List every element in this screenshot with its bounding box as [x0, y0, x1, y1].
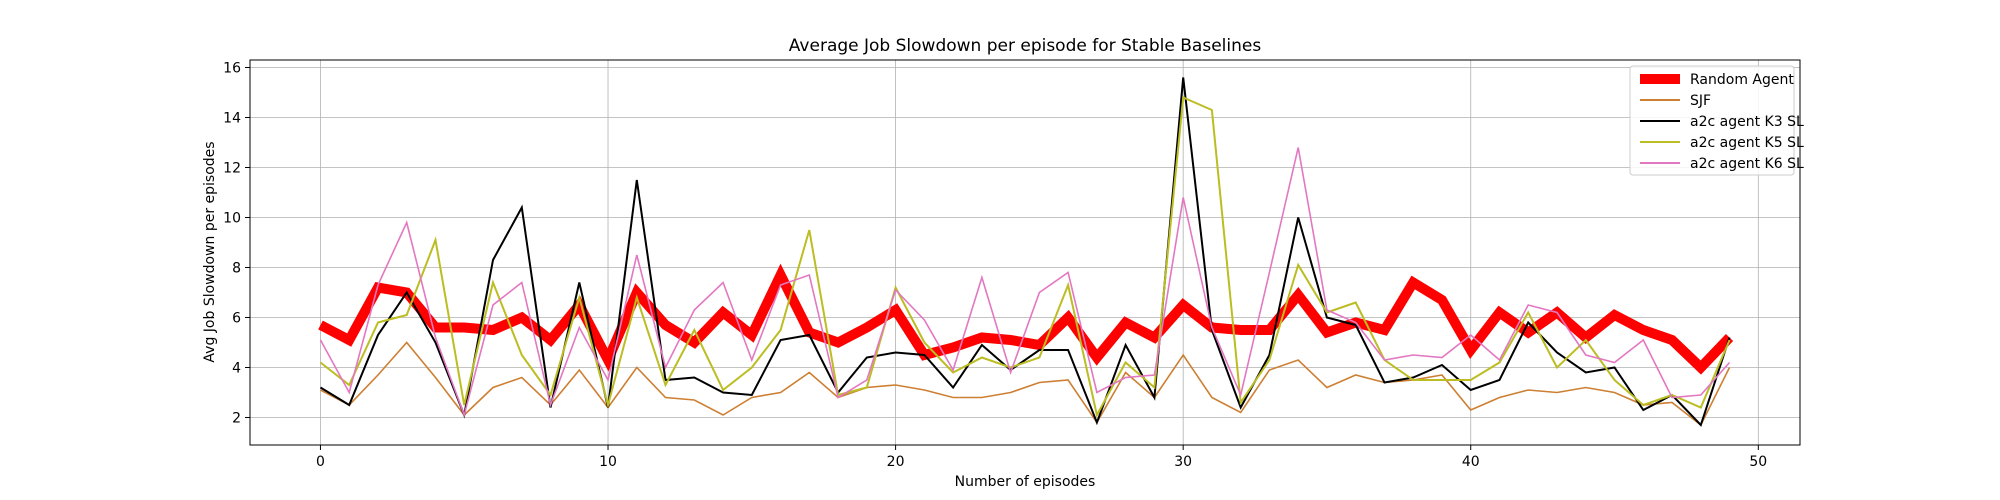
x-tick-label: 30 [1174, 454, 1192, 470]
x-axis-label: Number of episodes [955, 474, 1096, 490]
x-tick-label: 10 [599, 454, 617, 470]
plot-frame [249, 59, 1801, 446]
y-tick-label: 6 [232, 311, 241, 327]
y-tick-label: 10 [223, 211, 241, 227]
x-axis-ticks: 0 10 20 30 40 50 [316, 445, 1767, 470]
legend-box [1629, 65, 1795, 176]
legend: Random Agent SJF a2c agent K3 SL a2c agent … [1629, 65, 1804, 176]
y-tick-label: 14 [223, 111, 241, 127]
series-line-random-agent [318, 263, 1734, 375]
legend-label-sjf: SJF [1690, 93, 1711, 109]
y-axis-ticks: 2 4 6 8 10 12 14 16 [223, 61, 250, 427]
y-tick-label: 4 [232, 361, 241, 377]
series-line-a2c-agent-k3-sl [319, 77, 1731, 427]
y-tick-label: 16 [223, 61, 241, 77]
legend-label-random-agent: Random Agent [1690, 72, 1794, 88]
y-axis-label: Avg Job Slowdown per episodes [202, 141, 218, 362]
series-lines [318, 77, 1734, 427]
legend-label-a2c-agent-k6-sl: a2c agent K6 SL [1690, 156, 1804, 172]
grid [250, 60, 1800, 445]
series-line-sjf [320, 341, 1731, 427]
y-tick-label: 8 [232, 261, 241, 277]
x-tick-label: 20 [887, 454, 905, 470]
x-tick-label: 40 [1462, 454, 1480, 470]
series-line-a2c-agent-k5-sl [319, 96, 1731, 418]
chart-title: Average Job Slowdown per episode for Sta… [789, 36, 1262, 56]
series-line-a2c-agent-k6-sl [319, 147, 1731, 418]
x-tick-label: 0 [316, 454, 325, 470]
legend-label-a2c-agent-k3-sl: a2c agent K3 SL [1690, 114, 1804, 130]
legend-label-a2c-agent-k5-sl: a2c agent K5 SL [1690, 135, 1804, 151]
y-tick-label: 2 [232, 411, 241, 427]
x-tick-label: 50 [1749, 454, 1767, 470]
y-tick-label: 12 [223, 161, 241, 177]
